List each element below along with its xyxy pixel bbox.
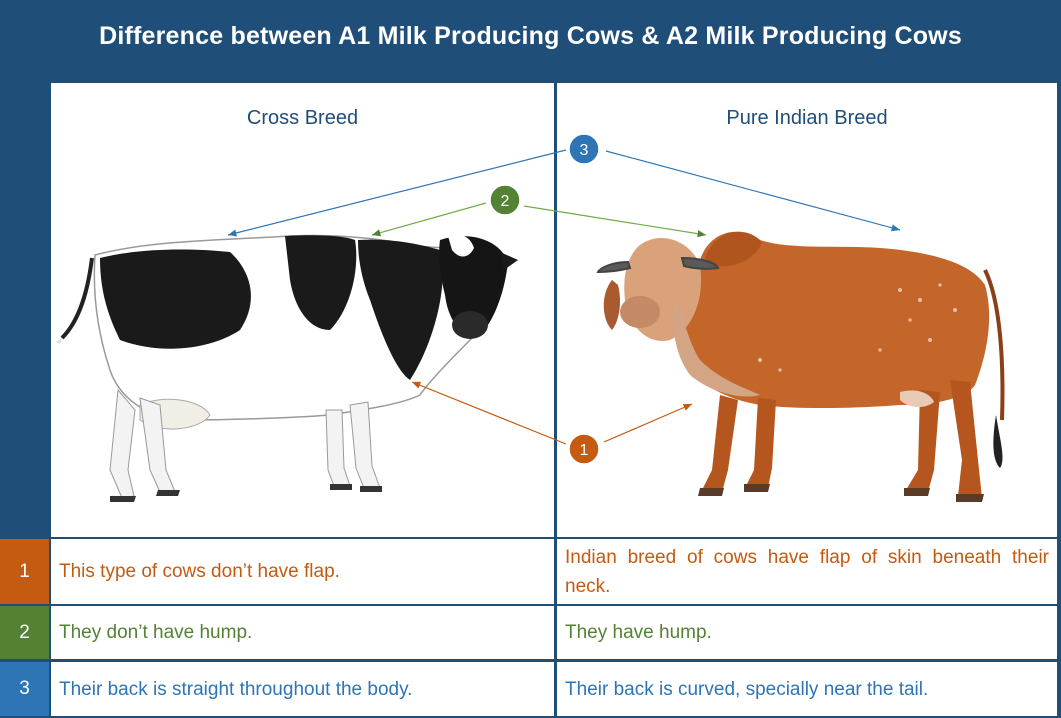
cross-breed-hump-text: They don’t have hump. <box>51 606 554 659</box>
cross-breed-panel: Cross Breed <box>51 83 554 537</box>
row-number-3: 3 <box>0 662 49 716</box>
row-number-2: 2 <box>0 606 49 659</box>
comparison-row-2: 2 They don’t have hump. They have hump. <box>0 606 1061 659</box>
indian-breed-back-text: Their back is curved, specially near the… <box>557 662 1057 716</box>
page-title: Difference between A1 Milk Producing Cow… <box>99 22 962 50</box>
row-number-1: 1 <box>0 539 49 604</box>
cross-breed-flap-text: This type of cows don’t have flap. <box>51 539 554 604</box>
cross-breed-heading: Cross Breed <box>246 107 359 129</box>
indian-breed-flap-text: Indian breed of cows have flap of skin b… <box>557 539 1057 604</box>
comparison-row-3: 3 Their back is straight throughout the … <box>0 662 1061 716</box>
pure-indian-breed-heading: Pure Indian Breed <box>726 107 888 129</box>
comparison-row-1: 1 This type of cows don’t have flap. Ind… <box>0 539 1061 604</box>
indian-breed-hump-text: They have hump. <box>557 606 1057 659</box>
pure-indian-breed-panel: Pure Indian Breed <box>557 83 1057 537</box>
cross-breed-back-text: Their back is straight throughout the bo… <box>51 662 554 716</box>
